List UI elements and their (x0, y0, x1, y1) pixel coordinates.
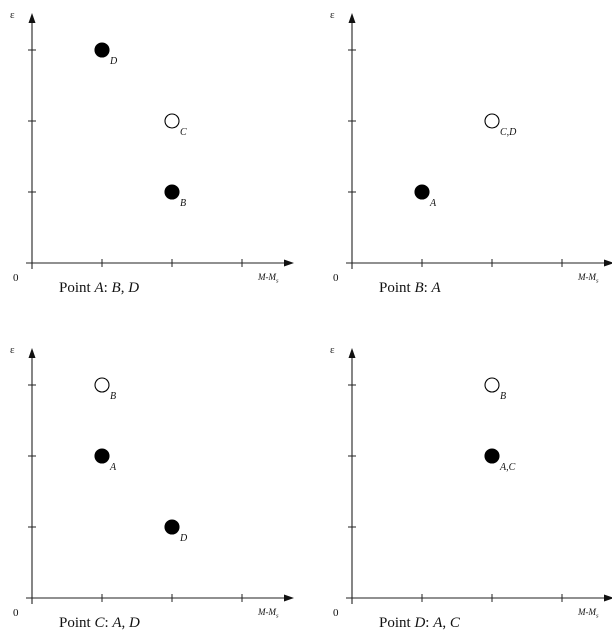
filled-point (414, 184, 430, 200)
caption-segment: B (112, 280, 121, 296)
x-axis-arrow-icon (604, 594, 612, 602)
point-label: B (110, 391, 116, 402)
x-axis-label: M-Ms (257, 607, 279, 620)
caption-segment: D (128, 615, 140, 631)
panel-caption: Point D: A, C (379, 615, 461, 631)
caption-segment: , (442, 615, 450, 631)
x-axis-arrow-icon (604, 259, 612, 267)
hollow-point (164, 113, 180, 129)
y-axis-arrow-icon (348, 348, 356, 358)
filled-point (484, 448, 500, 464)
x-axis-label-subscript: s (276, 613, 279, 620)
y-axis-label: ε (10, 9, 15, 21)
point-label: B (500, 391, 506, 402)
caption-segment: A (93, 280, 104, 296)
caption-segment: A (432, 615, 443, 631)
panel-caption: Point A: B, D (59, 280, 139, 296)
caption-segment: Point (59, 280, 94, 296)
caption-segment: , (121, 280, 129, 296)
caption-segment: D (413, 615, 425, 631)
caption-segment: Point (59, 615, 94, 631)
x-axis-label-subscript: s (596, 613, 599, 620)
panel-caption: Point B: A (379, 280, 442, 296)
x-axis-label-subscript: s (596, 278, 599, 285)
origin-label: 0 (333, 272, 339, 284)
caption-segment: C (94, 615, 105, 631)
point-label: C,D (500, 127, 517, 138)
caption-segment: D (127, 280, 139, 296)
origin-label: 0 (13, 272, 19, 284)
panel-caption: Point C: A, D (59, 615, 140, 631)
point-label: D (109, 56, 118, 67)
point-label: B (180, 198, 186, 209)
caption-segment: C (450, 615, 461, 631)
y-axis-label: ε (330, 344, 335, 356)
y-axis-arrow-icon (28, 348, 36, 358)
point-label: A (109, 462, 117, 473)
y-axis-arrow-icon (28, 13, 36, 23)
hollow-point (484, 377, 500, 393)
point-label: A,C (499, 462, 516, 473)
caption-segment: : (425, 615, 433, 631)
hollow-point (94, 377, 110, 393)
x-axis-arrow-icon (284, 594, 294, 602)
origin-label: 0 (333, 607, 339, 619)
caption-segment: A (111, 615, 122, 631)
origin-label: 0 (13, 607, 19, 619)
caption-segment: : (104, 280, 112, 296)
caption-segment: : (104, 615, 112, 631)
filled-point (164, 184, 180, 200)
caption-segment: : (424, 280, 432, 296)
y-axis-arrow-icon (348, 13, 356, 23)
point-label: C (180, 127, 187, 138)
x-axis-label: M-Ms (257, 272, 279, 285)
caption-segment: , (122, 615, 130, 631)
x-axis-label-subscript: s (276, 278, 279, 285)
caption-segment: Point (379, 615, 414, 631)
x-axis-arrow-icon (284, 259, 294, 267)
caption-segment: B (414, 280, 423, 296)
y-axis-label: ε (10, 344, 15, 356)
x-axis-label: M-Ms (577, 272, 599, 285)
filled-point (94, 42, 110, 58)
point-label: D (179, 533, 188, 544)
filled-point (94, 448, 110, 464)
caption-segment: A (431, 280, 442, 296)
caption-segment: Point (379, 280, 414, 296)
filled-point (164, 519, 180, 535)
point-label: A (429, 198, 437, 209)
y-axis-label: ε (330, 9, 335, 21)
hollow-point (484, 113, 500, 129)
x-axis-label: M-Ms (577, 607, 599, 620)
